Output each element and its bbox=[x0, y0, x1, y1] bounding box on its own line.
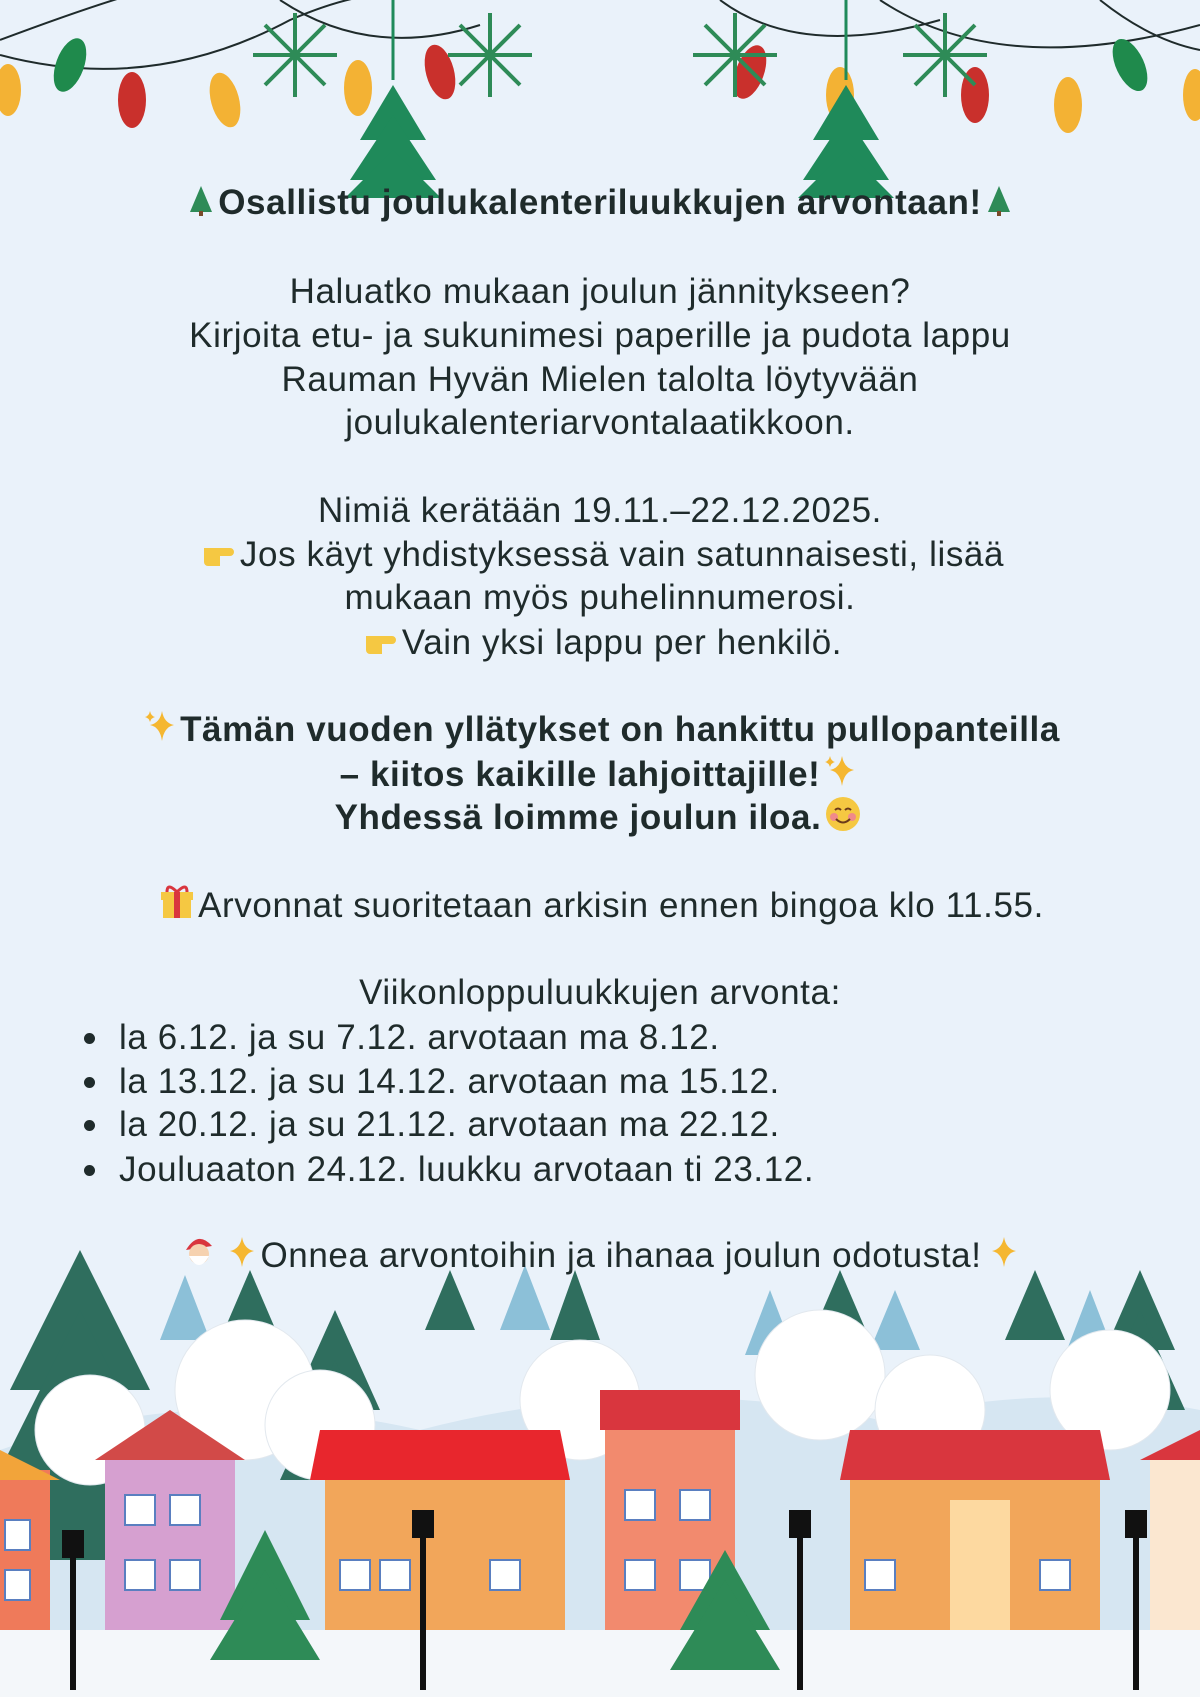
bullet bbox=[84, 1120, 95, 1131]
santa-icon bbox=[182, 1234, 216, 1281]
winter-village-illustration bbox=[0, 1250, 1200, 1697]
christmas-tree-icon bbox=[188, 183, 214, 227]
weekend-item: la 13.12. ja su 14.12. arvotaan ma 15.12… bbox=[119, 1062, 780, 1101]
thanks-line: Tämän vuoden yllätykset on hankittu pull… bbox=[0, 708, 1200, 754]
bullet bbox=[84, 1033, 95, 1044]
thanks-line: – kiitos kaikille lahjoittajille! bbox=[0, 753, 1200, 799]
sparkles-icon bbox=[144, 709, 176, 754]
collection-dates: Nimiä kerätään 19.11.–22.12.2025. bbox=[318, 491, 882, 530]
light-bulbs bbox=[0, 38, 1200, 133]
sparkles-icon bbox=[224, 1235, 256, 1280]
bullet bbox=[84, 1077, 95, 1088]
sparkles-icon bbox=[986, 1235, 1018, 1280]
weekend-heading: Viikonloppuluukkujen arvonta: bbox=[359, 973, 841, 1012]
thanks-line: Yhdessä loimme joulun iloa. bbox=[0, 796, 1200, 843]
smiling-face-icon bbox=[825, 796, 861, 843]
pointing-hand-icon bbox=[200, 535, 236, 579]
christmas-lights-garland bbox=[0, 0, 1200, 198]
weekend-item: Jouluaaton 24.12. luukku arvotaan ti 23.… bbox=[119, 1150, 815, 1189]
weekend-item: la 20.12. ja su 21.12. arvotaan ma 22.12… bbox=[119, 1105, 780, 1144]
bullet bbox=[84, 1165, 95, 1176]
hanging-trees bbox=[345, 0, 894, 198]
collection-note: Vain yksi lappu per henkilö. bbox=[0, 621, 1200, 667]
street-lamps bbox=[62, 1510, 1147, 1690]
weekend-item: la 6.12. ja su 7.12. arvotaan ma 8.12. bbox=[119, 1018, 720, 1057]
title: Osallistu joulukalenteriluukkujen arvont… bbox=[0, 181, 1200, 227]
decorated-trees bbox=[210, 1530, 780, 1670]
christmas-tree-icon bbox=[986, 183, 1012, 227]
intro-line: Kirjoita etu- ja sukunimesi paperille ja… bbox=[189, 316, 1011, 355]
intro-line: Rauman Hyvän Mielen talolta löytyvään bbox=[281, 360, 919, 399]
gift-icon bbox=[160, 884, 194, 931]
collection-note: Jos käyt yhdistyksessä vain satunnaisest… bbox=[0, 533, 1200, 579]
sparkles-icon bbox=[824, 754, 856, 799]
closing-line: Onnea arvontoihin ja ihanaa joulun odotu… bbox=[0, 1234, 1200, 1281]
intro-line: Haluatko mukaan joulun jännitykseen? bbox=[289, 272, 911, 311]
intro-line: joulukalenteriarvontalaatikkoon. bbox=[345, 403, 855, 442]
pointing-hand-icon bbox=[362, 623, 398, 667]
collection-note-cont: mukaan myös puhelinnumerosi. bbox=[344, 578, 856, 617]
houses bbox=[0, 1390, 1200, 1630]
draw-time: Arvonnat suoritetaan arkisin ennen bingo… bbox=[0, 884, 1200, 931]
snowflakes bbox=[253, 13, 987, 97]
